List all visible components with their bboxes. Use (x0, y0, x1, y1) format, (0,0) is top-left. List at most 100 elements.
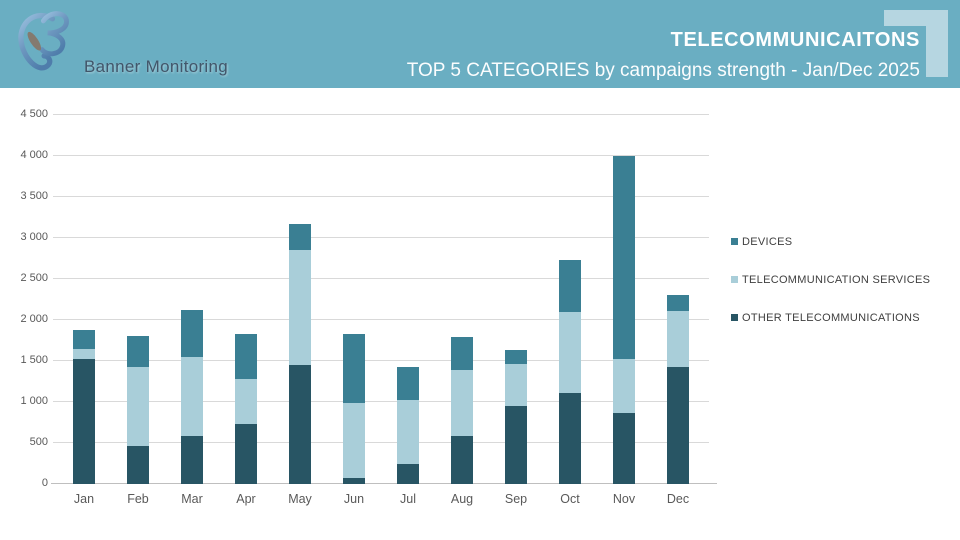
bar-segment-apr-devices (235, 333, 257, 379)
chart-legend: DEVICES TELECOMMUNICATION SERVICES OTHER… (731, 236, 930, 350)
bar-aug (451, 337, 473, 484)
gridline (53, 360, 709, 361)
legend-label: DEVICES (742, 235, 793, 248)
bar-segment-jun-other-telecommunications (343, 477, 365, 484)
gridline (53, 442, 709, 443)
x-axis: Jan Feb Mar Apr May Jun Jul Aug Sep Oct Nov Dec (57, 492, 705, 512)
gridline (53, 196, 709, 197)
bar-segment-dec-telecommunication-services (667, 310, 689, 367)
y-tick-label: 500 (29, 436, 48, 448)
logo-text: Banner Monitoring (84, 57, 229, 76)
bar-segment-jan-devices (73, 329, 95, 349)
bar-segment-feb-other-telecommunications (127, 446, 149, 484)
bar-dec (667, 294, 689, 484)
bar-oct (559, 260, 581, 484)
y-tick-label: 4 500 (20, 108, 48, 120)
bar-segment-aug-devices (451, 337, 473, 371)
plot-area (51, 114, 717, 484)
legend-label: TELECOMMUNICATION SERVICES (742, 273, 931, 286)
gridline (53, 278, 709, 279)
bar-segment-jul-other-telecommunications (397, 464, 419, 484)
x-tick-label-may: May (288, 492, 312, 506)
x-tick-label-dec: Dec (666, 492, 690, 506)
bar-segment-dec-devices (667, 294, 689, 311)
header-band: Banner Monitoring TELECOMMUNICAITONS TOP… (0, 0, 960, 88)
bar-feb (127, 336, 149, 484)
title-block: TELECOMMUNICAITONS TOP 5 CATEGORIES by c… (407, 29, 920, 82)
bar-segment-apr-telecommunication-services (235, 378, 257, 425)
bar-segment-jul-telecommunication-services (397, 399, 419, 465)
bar-segment-mar-other-telecommunications (181, 435, 203, 484)
bar-segment-jun-telecommunication-services (343, 402, 365, 478)
bar-segment-may-telecommunication-services (289, 250, 311, 366)
y-tick-label: 0 (41, 477, 48, 489)
bar-segment-jan-telecommunication-services (73, 348, 95, 360)
bar-segment-jul-devices (397, 366, 419, 400)
x-tick-label-jan: Jan (73, 492, 95, 506)
x-tick-label-mar: Mar (181, 492, 203, 506)
legend-swatch-other-telecommunications (731, 314, 738, 321)
gridline (53, 114, 709, 115)
bar-jun (343, 334, 365, 484)
x-tick-label-aug: Aug (450, 492, 474, 506)
bar-segment-nov-devices (613, 156, 635, 360)
bar-segment-sep-devices (505, 349, 527, 365)
bar-segment-may-other-telecommunications (289, 365, 311, 484)
bar-segment-dec-other-telecommunications (667, 366, 689, 484)
x-tick-label-jul: Jul (400, 492, 416, 506)
bar-segment-oct-devices (559, 260, 581, 312)
bar-jul (397, 366, 419, 484)
bar-may (289, 224, 311, 484)
bar-segment-may-devices (289, 224, 311, 251)
report-title: TELECOMMUNICAITONS (670, 29, 920, 51)
bar-segment-aug-other-telecommunications (451, 436, 473, 484)
gridline (53, 155, 709, 156)
chart-title: TOP 5 CATEGORIES by campaigns strength -… (406, 60, 920, 81)
banner-monitoring-logo: Banner Monitoring (14, 4, 234, 88)
y-axis: 0 500 1 000 1 500 2 000 2 500 3 000 3 500 4 000 4… (0, 108, 48, 495)
bar-segment-feb-devices (127, 336, 149, 368)
bar-segment-nov-other-telecommunications (613, 412, 635, 484)
logo-b-swoosh-icon (18, 11, 69, 71)
bar-apr (235, 333, 257, 484)
x-axis-line (51, 483, 717, 484)
corner-accent-icon (926, 10, 948, 77)
legend-item-other-telecommunications: OTHER TELECOMMUNICATIONS (731, 311, 930, 324)
bar-segment-oct-other-telecommunications (559, 393, 581, 484)
bar-segment-apr-other-telecommunications (235, 424, 257, 484)
bar-jan (73, 329, 95, 484)
y-tick-label: 3 000 (20, 231, 48, 243)
bar-segment-feb-telecommunication-services (127, 367, 149, 447)
gridline (53, 319, 709, 320)
x-tick-label-sep: Sep (504, 492, 528, 506)
x-tick-label-oct: Oct (560, 492, 580, 506)
legend-item-telecommunication-services: TELECOMMUNICATION SERVICES (731, 273, 931, 286)
legend-swatch-devices (731, 238, 738, 245)
x-tick-label-nov: Nov (612, 492, 636, 506)
bar-segment-nov-telecommunication-services (613, 359, 635, 413)
bar-segment-mar-telecommunication-services (181, 357, 203, 436)
legend-label: OTHER TELECOMMUNICATIONS (742, 311, 920, 324)
y-tick-label: 1 000 (20, 395, 48, 407)
bar-segment-oct-telecommunication-services (559, 311, 581, 393)
gridline (53, 237, 709, 238)
bar-segment-jan-other-telecommunications (73, 359, 95, 484)
legend-item-devices: DEVICES (731, 235, 930, 248)
bar-segment-sep-telecommunication-services (505, 364, 527, 407)
y-tick-label: 1 500 (20, 354, 48, 366)
x-tick-label-apr: Apr (236, 492, 256, 506)
bar-sep (505, 349, 527, 484)
legend-swatch-telecommunication-services (731, 276, 738, 283)
y-tick-label: 3 500 (20, 190, 48, 202)
bar-segment-jun-devices (343, 334, 365, 403)
x-tick-label-jun: Jun (343, 492, 365, 506)
x-tick-label-feb: Feb (127, 492, 149, 506)
y-tick-label: 2 500 (20, 272, 48, 284)
y-tick-label: 2 000 (20, 313, 48, 325)
bar-mar (181, 310, 203, 484)
y-tick-label: 4 000 (20, 149, 48, 161)
bar-segment-sep-other-telecommunications (505, 406, 527, 484)
bar-segment-mar-devices (181, 310, 203, 358)
gridline (53, 401, 709, 402)
